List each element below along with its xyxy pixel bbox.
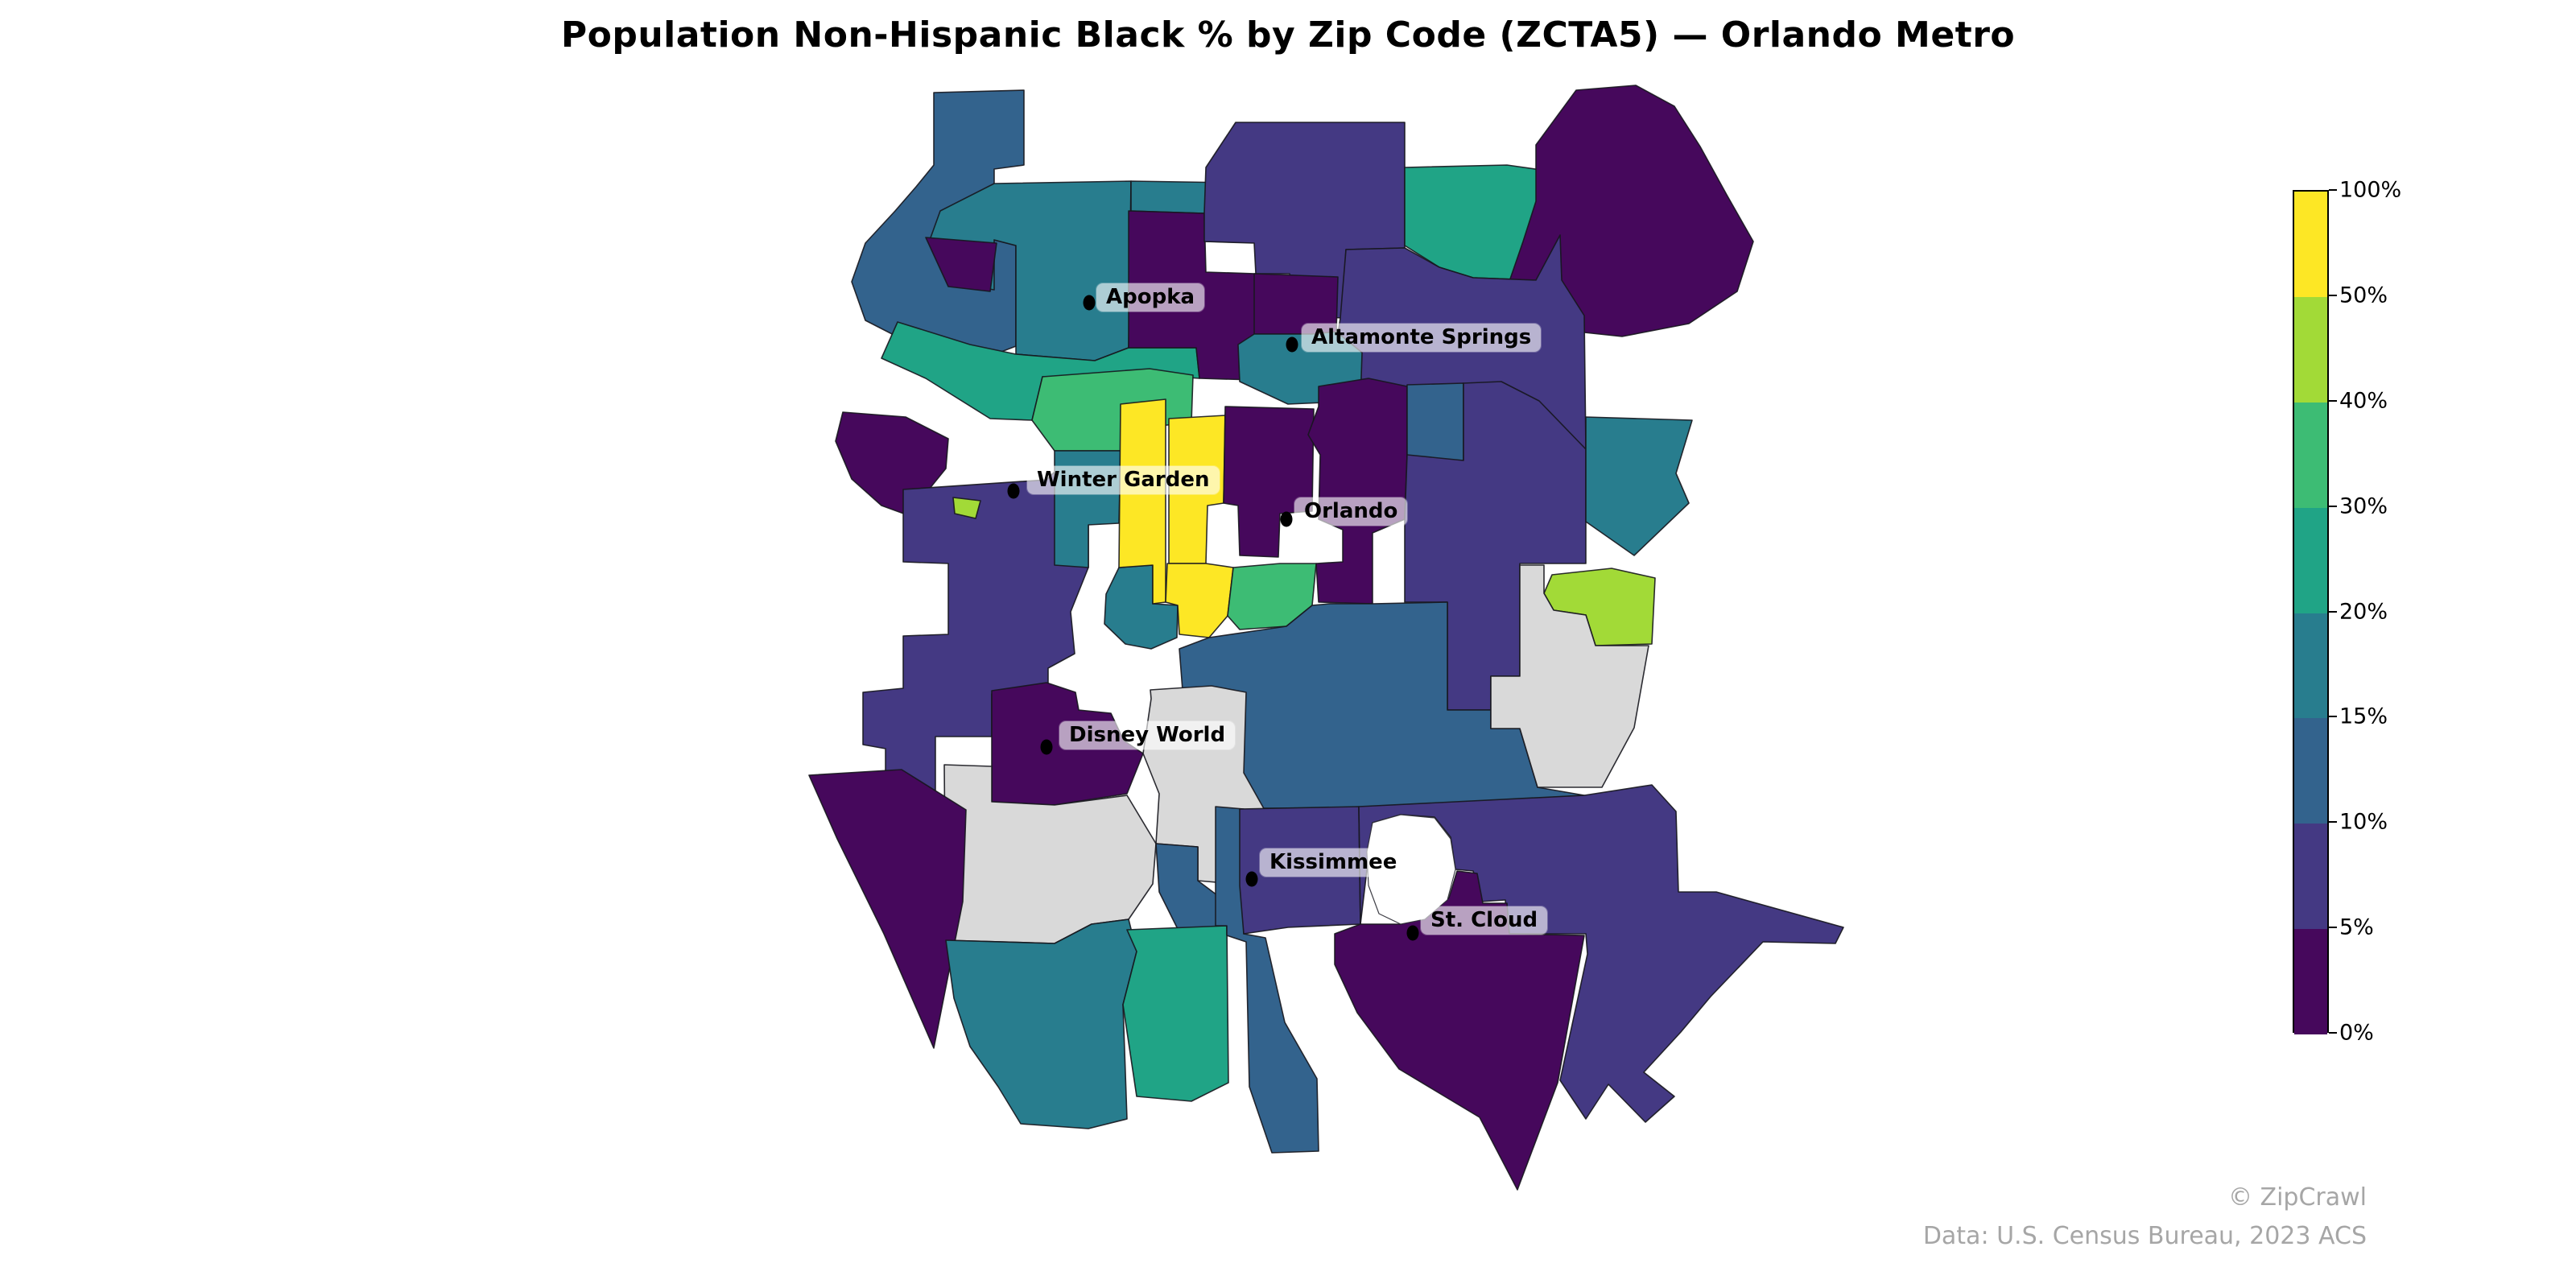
city-label-st-cloud: St. Cloud: [1421, 906, 1548, 935]
region-wg-green-speck: [952, 497, 981, 519]
region-east-teal-blob: [1585, 416, 1693, 556]
city-label-apopka: Apopka: [1096, 283, 1205, 312]
city-label-kissimmee: Kissimmee: [1260, 848, 1407, 877]
colorbar-tick-20%: [2329, 610, 2337, 613]
colorbar-tick-100%: [2329, 189, 2337, 191]
region-east-gray: [1490, 564, 1649, 788]
city-label-orlando: Orlando: [1294, 497, 1408, 526]
city-dot-st-cloud: [1406, 925, 1419, 941]
region-orlando-blue-n: [1406, 382, 1464, 461]
region-south-green: [1122, 925, 1229, 1102]
watermark-text: © ZipCrawl: [2227, 1183, 2367, 1212]
region-stcloud-dark: [1334, 870, 1585, 1191]
region-downtown-dark-e: [1307, 378, 1408, 605]
colorbar-ticklabel-5%: 5%: [2339, 914, 2374, 940]
data-source-text: Data: U.S. Census Bureau, 2023 ACS: [1922, 1222, 2367, 1250]
colorbar-segment-15-20: [2294, 613, 2327, 719]
colorbar-segment-30-40: [2294, 402, 2327, 508]
colorbar-ticklabel-100%: 100%: [2339, 177, 2402, 203]
city-dot-winter-garden: [1007, 483, 1020, 499]
colorbar-tick-30%: [2329, 505, 2337, 507]
colorbar-ticklabel-30%: 30%: [2339, 493, 2388, 519]
region-dark-wedge-north: [925, 237, 997, 292]
colorbar-tick-50%: [2329, 294, 2337, 296]
city-dot-kissimmee: [1245, 871, 1258, 887]
zip-regions: [808, 85, 1844, 1191]
colorbar-tick-5%: [2329, 927, 2337, 929]
colorbar-segment-5-10: [2294, 824, 2327, 930]
colorbar-tick-40%: [2329, 399, 2337, 402]
colorbar-segment-10-15: [2294, 718, 2327, 824]
city-dot-altamonte-springs: [1286, 336, 1298, 353]
colorbar-segment-40-50: [2294, 296, 2327, 402]
colorbar-tick-10%: [2329, 821, 2337, 824]
region-downtown-dark-w: [1223, 406, 1315, 558]
city-label-disney-world: Disney World: [1059, 721, 1236, 750]
colorbar-segment-50-100: [2294, 192, 2327, 297]
city-dot-apopka: [1083, 295, 1096, 311]
colorbar-bar: [2293, 190, 2329, 1034]
colorbar-ticklabel-40%: 40%: [2339, 388, 2388, 414]
region-ne-dark: [1506, 85, 1754, 337]
colorbar-ticklabel-0%: 0%: [2339, 1020, 2374, 1046]
chart-title: Population Non-Hispanic Black % by Zip C…: [560, 14, 2016, 56]
colorbar-segment-0-5: [2294, 929, 2327, 1034]
colorbar-ticklabel-20%: 20%: [2339, 599, 2388, 624]
city-label-altamonte-springs: Altamonte Springs: [1302, 324, 1542, 353]
region-sw-dark-wedge: [808, 769, 967, 1049]
city-dot-disney-world: [1040, 739, 1053, 755]
region-pinehills-yellow-a: [1118, 398, 1166, 605]
colorbar-tick-0%: [2329, 1032, 2337, 1034]
colorbar-ticklabel-50%: 50%: [2339, 283, 2388, 308]
colorbar-segment-20-30: [2294, 507, 2327, 613]
city-dot-orlando: [1280, 511, 1293, 527]
colorbar-ticklabel-15%: 15%: [2339, 704, 2388, 729]
region-se-purple: [1358, 784, 1844, 1123]
region-south-teal-big: [945, 919, 1137, 1129]
colorbar-ticklabel-10%: 10%: [2339, 809, 2388, 835]
colorbar-tick-15%: [2329, 716, 2337, 718]
city-label-winter-garden: Winter Garden: [1027, 466, 1220, 495]
